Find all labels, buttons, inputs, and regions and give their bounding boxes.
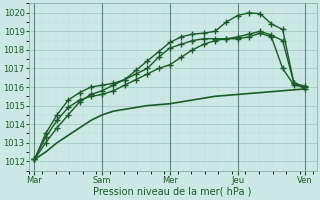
- X-axis label: Pression niveau de la mer( hPa ): Pression niveau de la mer( hPa ): [93, 187, 252, 197]
